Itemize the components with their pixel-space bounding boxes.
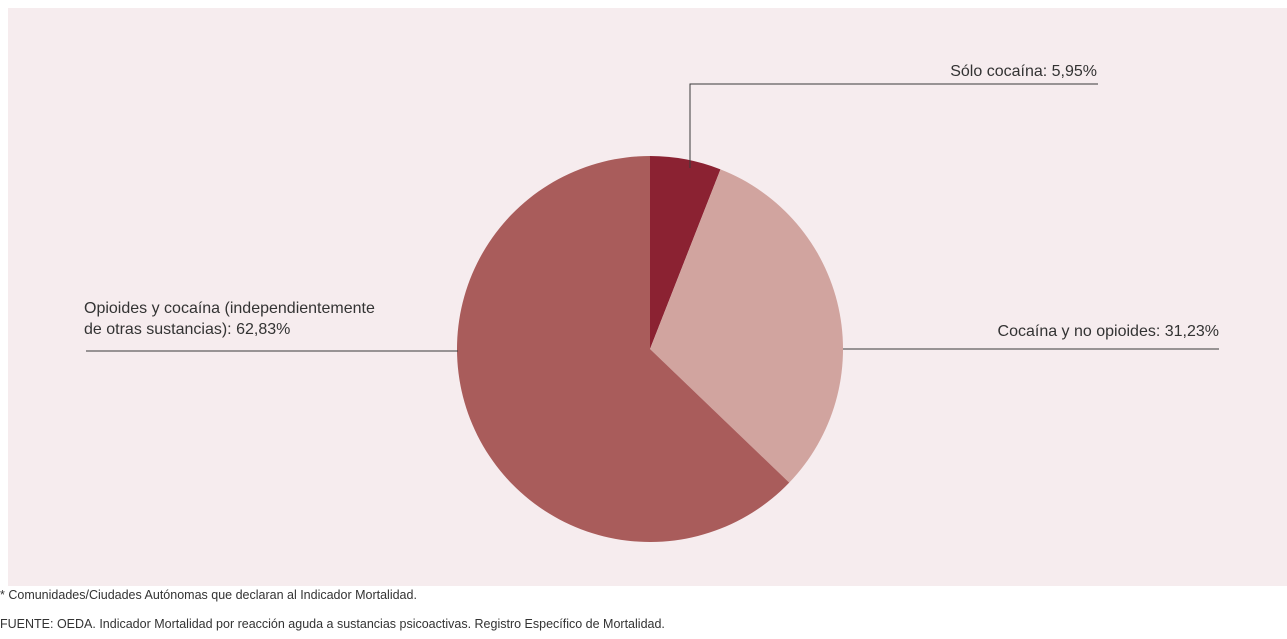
slice-label-line: de otras sustancias): 62,83% bbox=[84, 321, 291, 338]
chart-panel: Sólo cocaína: 5,95% Cocaína y no opioide… bbox=[8, 8, 1287, 586]
pie-slice bbox=[457, 156, 790, 542]
slice-label-line: Opioides y cocaína (independientemente bbox=[84, 300, 375, 317]
source-note: FUENTE: OEDA. Indicador Mortalidad por r… bbox=[0, 617, 665, 631]
footnote: * Comunidades/Ciudades Autónomas que dec… bbox=[0, 588, 417, 602]
slice-label-cocaina-no-opioides: Cocaína y no opioides: 31,23% bbox=[997, 323, 1219, 340]
pie-slice bbox=[650, 169, 844, 483]
pie-slice bbox=[650, 156, 721, 349]
slice-label-solo-cocaina: Sólo cocaína: 5,95% bbox=[950, 63, 1097, 80]
pie-chart bbox=[86, 83, 1219, 542]
leader-line-solo-cocaina bbox=[689, 83, 1098, 168]
slice-label-opioides-cocaina: Opioides y cocaína (independientemente d… bbox=[84, 298, 375, 340]
